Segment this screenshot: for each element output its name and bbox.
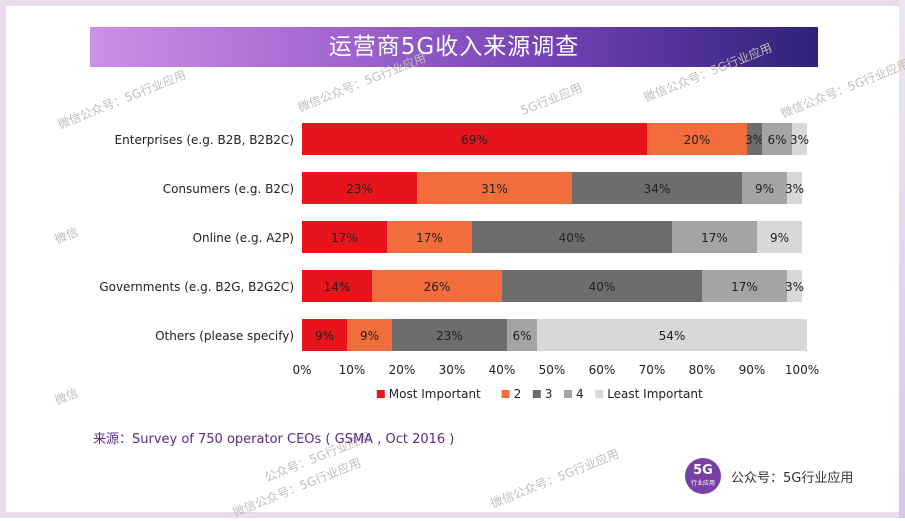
bar-segment (347, 319, 392, 351)
legend-swatch (376, 390, 385, 398)
bar-segment (417, 172, 572, 204)
data-label: 6% (767, 133, 786, 147)
bar-segment (302, 172, 417, 204)
bar-segment (502, 270, 702, 302)
data-label: 9% (360, 329, 379, 343)
data-label: 20% (684, 133, 711, 147)
x-tick-label: 80% (689, 363, 716, 377)
bar-segment (302, 221, 387, 253)
bar-segment (702, 270, 787, 302)
x-tick-label: 30% (439, 363, 466, 377)
legend-swatch (595, 390, 604, 398)
data-label: 69% (461, 133, 488, 147)
legend-swatch (564, 390, 572, 398)
brand-badge-icon: 5G 行业应用 (685, 458, 721, 494)
bar-segment (472, 221, 672, 253)
category-label: Others (please specify) (155, 329, 294, 343)
legend-label: 4 (576, 387, 584, 401)
slide-edge (899, 0, 905, 518)
data-label: 40% (589, 280, 616, 294)
legend-label: 3 (545, 387, 553, 401)
x-tick-label: 60% (589, 363, 616, 377)
legend-label: Most Important (389, 387, 481, 401)
bar-segment (387, 221, 472, 253)
badge-main-text: 5G (693, 463, 713, 478)
bar-segment (372, 270, 502, 302)
data-label: 6% (512, 329, 531, 343)
bar-segment (757, 221, 802, 253)
data-label: 17% (731, 280, 758, 294)
bar-segment (787, 172, 802, 204)
data-label: 17% (416, 231, 443, 245)
legend-swatch (501, 390, 510, 398)
data-label: 3% (745, 133, 764, 147)
legend-label: 2 (514, 387, 522, 401)
legend-swatch (532, 390, 541, 398)
bar-segment (302, 270, 372, 302)
x-tick-label: 10% (339, 363, 366, 377)
title-banner: 运营商5G收入来源调查 (90, 27, 818, 67)
data-label: 17% (331, 231, 358, 245)
bar-segment (787, 270, 802, 302)
bar-segment (742, 172, 787, 204)
bar-segment (747, 123, 762, 155)
bar-segment (647, 123, 747, 155)
data-label: 23% (346, 182, 373, 196)
data-label: 3% (785, 280, 804, 294)
bar-segment (302, 123, 647, 155)
data-label: 26% (424, 280, 451, 294)
x-tick-label: 70% (639, 363, 666, 377)
category-label: Enterprises (e.g. B2B, B2B2C) (115, 133, 294, 147)
data-label: 54% (659, 329, 686, 343)
x-tick-label: 50% (539, 363, 566, 377)
bar-segment (507, 319, 537, 351)
source-note: 来源：Survey of 750 operator CEOs ( GSMA , … (93, 432, 455, 447)
badge-sub-text: 行业应用 (690, 480, 715, 487)
category-label: Online (e.g. A2P) (193, 231, 294, 245)
data-label: 9% (755, 182, 774, 196)
data-label: 3% (785, 182, 804, 196)
bar-segment (302, 319, 347, 351)
data-label: 31% (481, 182, 508, 196)
bar-segment (792, 123, 807, 155)
data-label: 34% (644, 182, 671, 196)
slide-title: 运营商5G收入来源调查 (328, 34, 580, 60)
bar-segment (537, 319, 807, 351)
category-label: Governments (e.g. B2G, B2G2C) (99, 280, 294, 294)
bar-segment (672, 221, 757, 253)
x-tick-label: 0% (292, 363, 311, 377)
data-label: 14% (324, 280, 351, 294)
bar-segment (392, 319, 507, 351)
category-label: Consumers (e.g. B2C) (163, 182, 294, 196)
data-label: 40% (559, 231, 586, 245)
data-label: 17% (701, 231, 728, 245)
data-label: 3% (790, 133, 809, 147)
data-label: 23% (436, 329, 463, 343)
bar-segment (572, 172, 742, 204)
legend-label: Least Important (607, 387, 703, 401)
bar-segment (762, 123, 792, 155)
brand-account: 公众号：5G行业应用 (731, 471, 854, 486)
data-label: 9% (770, 231, 789, 245)
x-tick-label: 40% (489, 363, 516, 377)
x-tick-label: 100% (785, 363, 819, 377)
data-label: 9% (315, 329, 334, 343)
x-tick-label: 90% (739, 363, 766, 377)
x-tick-label: 20% (389, 363, 416, 377)
